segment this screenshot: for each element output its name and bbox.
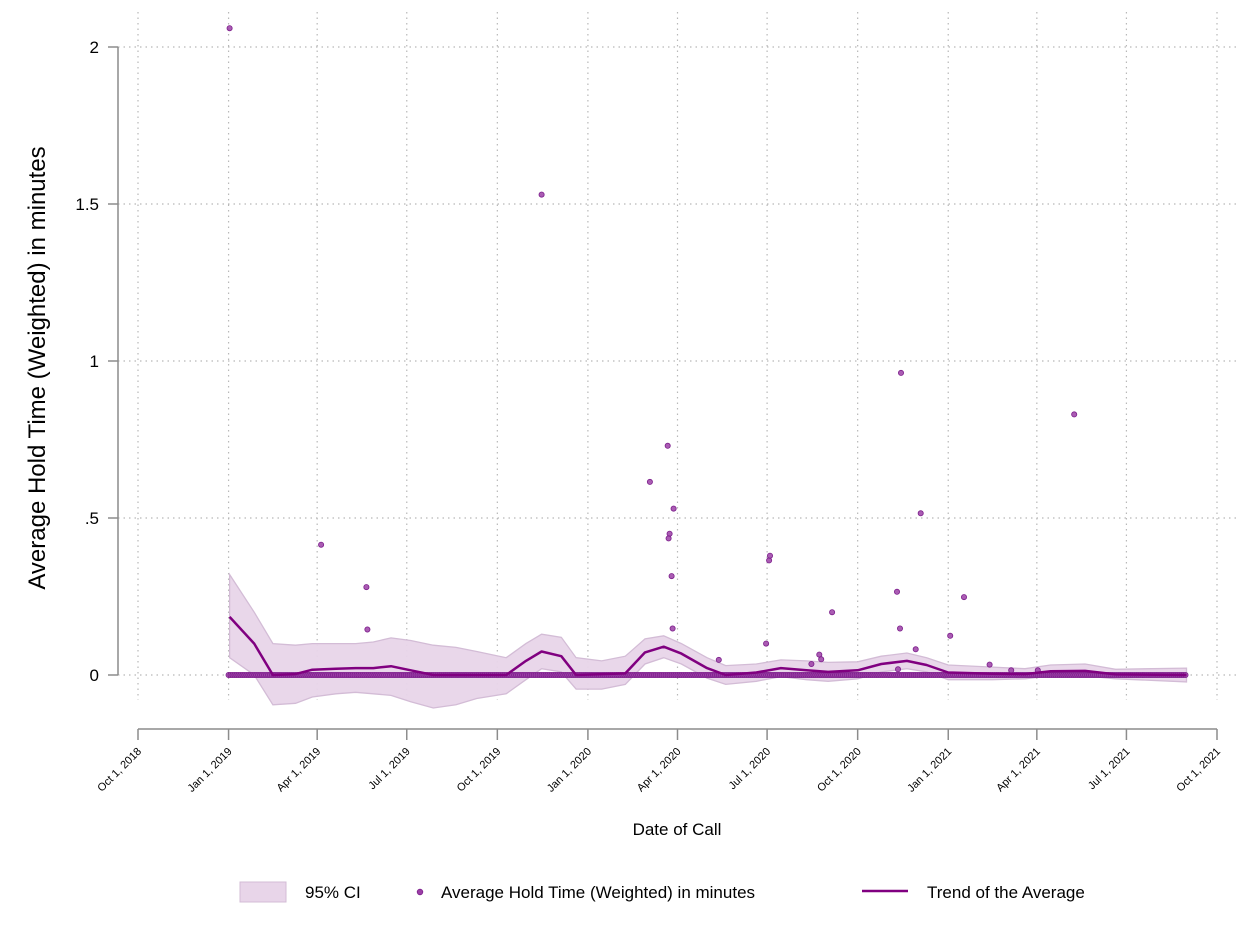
data-point: [538, 191, 545, 198]
legend-points-label: Average Hold Time (Weighted) in minutes: [441, 883, 755, 902]
x-tick-label: Jan 1, 2021: [905, 746, 954, 795]
data-point: [808, 661, 815, 668]
data-point: [961, 594, 968, 601]
x-tick-label: Oct 1, 2018: [95, 746, 144, 795]
y-tick-label: 1: [90, 352, 99, 371]
x-axis-title: Date of Call: [633, 820, 722, 839]
data-point: [767, 552, 774, 559]
legend-ci-label: 95% CI: [305, 883, 361, 902]
data-point: [715, 656, 722, 663]
x-tick-label: Apr 1, 2021: [994, 746, 1043, 795]
data-point: [986, 661, 993, 668]
data-point: [664, 442, 671, 449]
y-tick-label: 0: [90, 666, 99, 685]
legend-trend-label: Trend of the Average: [927, 883, 1085, 902]
data-point: [670, 505, 677, 512]
data-point: [669, 625, 676, 632]
data-point: [363, 584, 370, 591]
x-tick-label: Apr 1, 2020: [635, 746, 684, 795]
trend-line-layer: [228, 616, 1187, 677]
x-tick-label: Jul 1, 2020: [727, 746, 774, 793]
y-tick-label: 2: [90, 38, 99, 57]
x-tick-label: Jan 1, 2019: [186, 746, 235, 795]
x-tick-labels: Oct 1, 2018 Jan 1, 2019 Apr 1, 2019 Jul 1, …: [95, 746, 1223, 795]
data-point: [763, 640, 770, 647]
grid-lines: [118, 12, 1240, 700]
confidence-band: [228, 572, 1188, 709]
x-tick-label: Jul 1, 2021: [1086, 746, 1133, 793]
legend: 95% CI Average Hold Time (Weighted) in m…: [239, 881, 1085, 903]
data-point: [895, 666, 902, 673]
scatter-points-layer: [225, 25, 1189, 679]
data-point: [766, 557, 773, 564]
y-axis-title: Average Hold Time (Weighted) in minutes: [24, 146, 51, 589]
data-point: [318, 541, 325, 548]
legend-ci-swatch: [239, 881, 287, 903]
data-point: [1008, 667, 1015, 674]
data-point: [364, 626, 371, 633]
data-point: [947, 632, 954, 639]
axes: [108, 46, 1218, 740]
trend-line: [228, 616, 1187, 677]
x-tick-label: Oct 1, 2019: [455, 746, 504, 795]
x-tick-label: Apr 1, 2019: [275, 746, 324, 795]
x-tick-label: Jul 1, 2019: [366, 746, 413, 793]
data-point: [818, 656, 825, 663]
data-point: [917, 510, 924, 517]
confidence-band-layer: [228, 572, 1188, 709]
data-point: [829, 609, 836, 616]
data-point: [668, 573, 675, 580]
data-point: [1071, 411, 1078, 418]
data-point: [665, 535, 672, 542]
y-tick-label: .5: [85, 509, 99, 528]
data-point: [894, 588, 901, 595]
y-tick-label: 1.5: [75, 195, 99, 214]
x-tick-label: Oct 1, 2021: [1174, 746, 1223, 795]
data-point: [226, 25, 233, 32]
y-tick-labels: 0 .5 1 1.5 2: [75, 38, 99, 685]
data-point: [912, 646, 919, 653]
data-point: [897, 625, 904, 632]
x-tick-label: Oct 1, 2020: [815, 746, 864, 795]
x-tick-label: Jan 1, 2020: [545, 746, 594, 795]
legend-point-marker: [416, 888, 424, 896]
data-point: [646, 478, 653, 485]
data-point: [898, 369, 905, 376]
